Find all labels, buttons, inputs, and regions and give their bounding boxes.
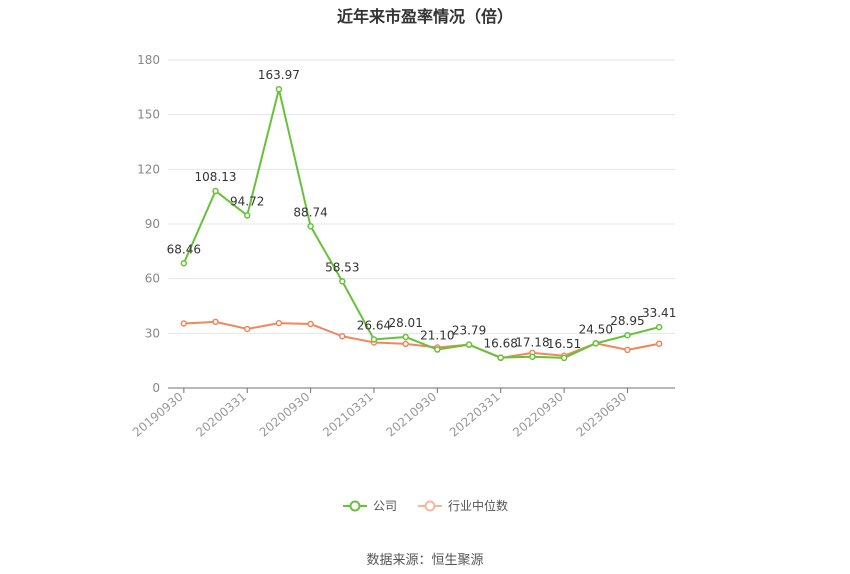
- x-tick-label: 20190930: [130, 390, 186, 440]
- company-data-point: [434, 346, 441, 353]
- y-tick-label: 150: [137, 108, 160, 122]
- company-data-label: 68.46: [167, 242, 201, 256]
- company-data-point: [465, 341, 473, 348]
- company-data-point: [243, 212, 251, 219]
- chart-title: 近年来市盈率情况（倍）: [336, 7, 513, 26]
- company-data-point: [655, 323, 663, 331]
- industry-data-point: [655, 340, 663, 347]
- company-data-point: [339, 278, 346, 285]
- company-data-label: 16.51: [547, 337, 581, 351]
- legend-company-marker-icon: [342, 500, 367, 511]
- legend-item-industry-median[interactable]: 行业中位数: [417, 497, 508, 514]
- company-data-point: [307, 223, 314, 230]
- company-data-label: 108.13: [195, 170, 237, 184]
- industry-data-point: [180, 320, 188, 327]
- company-data-label: 58.53: [325, 260, 359, 274]
- x-tick-label: 20210331: [320, 390, 376, 440]
- x-tick-label: 20230630: [574, 390, 630, 440]
- y-tick-label: 30: [145, 326, 160, 340]
- source-note: 数据来源：恒生聚源: [366, 553, 484, 568]
- company-series-line: [182, 88, 660, 359]
- industry-data-point: [339, 332, 346, 340]
- y-tick-label: 180: [137, 53, 160, 67]
- grid-layer: [168, 59, 675, 334]
- industry-data-point: [624, 346, 631, 354]
- industry-data-point: [275, 319, 283, 327]
- industry-data-point: [212, 318, 219, 326]
- series-layer: [180, 85, 663, 362]
- company-data-label: 94.72: [230, 194, 264, 208]
- y-tick-label: 0: [152, 381, 160, 395]
- data-label-layer: 68.46108.1394.72163.9788.7458.5326.6428.…: [167, 68, 677, 351]
- company-data-label: 16.68: [484, 337, 518, 351]
- legend-industry-marker-icon: [418, 500, 442, 511]
- company-data-point: [497, 354, 504, 361]
- company-data-point: [275, 85, 283, 93]
- company-data-point: [529, 353, 536, 360]
- y-tick-label: 60: [145, 272, 160, 286]
- industry-data-point: [243, 325, 251, 333]
- company-data-label: 17.18: [515, 336, 549, 350]
- company-data-point: [592, 340, 600, 347]
- company-data-label: 88.74: [293, 205, 327, 219]
- x-tick-label: 20220331: [447, 390, 503, 440]
- company-data-label: 21.10: [420, 329, 454, 343]
- company-data-label: 33.41: [642, 306, 676, 320]
- x-tick-label: 20220930: [510, 390, 566, 440]
- company-data-point: [402, 333, 409, 341]
- company-data-label: 163.97: [258, 68, 300, 82]
- axis-layer: 0 30 60 90 120 150 180 20190930 20200331 20200930…: [130, 53, 675, 440]
- company-data-label: 24.50: [579, 322, 613, 336]
- company-data-point: [624, 331, 631, 339]
- x-tick-label: 20210930: [383, 390, 439, 440]
- industry-data-point: [402, 340, 409, 348]
- industry-data-point: [307, 320, 314, 328]
- legend-industry-label: 行业中位数: [448, 499, 509, 513]
- company-data-point: [560, 354, 568, 362]
- company-data-label: 26.64: [357, 318, 391, 332]
- x-tick-label: 20200331: [193, 390, 249, 440]
- company-data-point: [212, 187, 219, 195]
- y-tick-label: 120: [137, 162, 160, 176]
- company-data-label: 28.95: [610, 314, 644, 328]
- company-data-label: 28.01: [388, 316, 422, 330]
- y-tick-label: 90: [145, 217, 160, 231]
- legend: 公司 行业中位数: [0, 497, 850, 514]
- legend-item-company[interactable]: 公司: [342, 497, 397, 514]
- legend-company-label: 公司: [372, 499, 397, 513]
- company-data-point: [180, 260, 188, 267]
- x-tick-label: 20200930: [257, 390, 313, 440]
- company-data-point: [370, 336, 378, 343]
- company-data-label: 23.79: [452, 324, 486, 338]
